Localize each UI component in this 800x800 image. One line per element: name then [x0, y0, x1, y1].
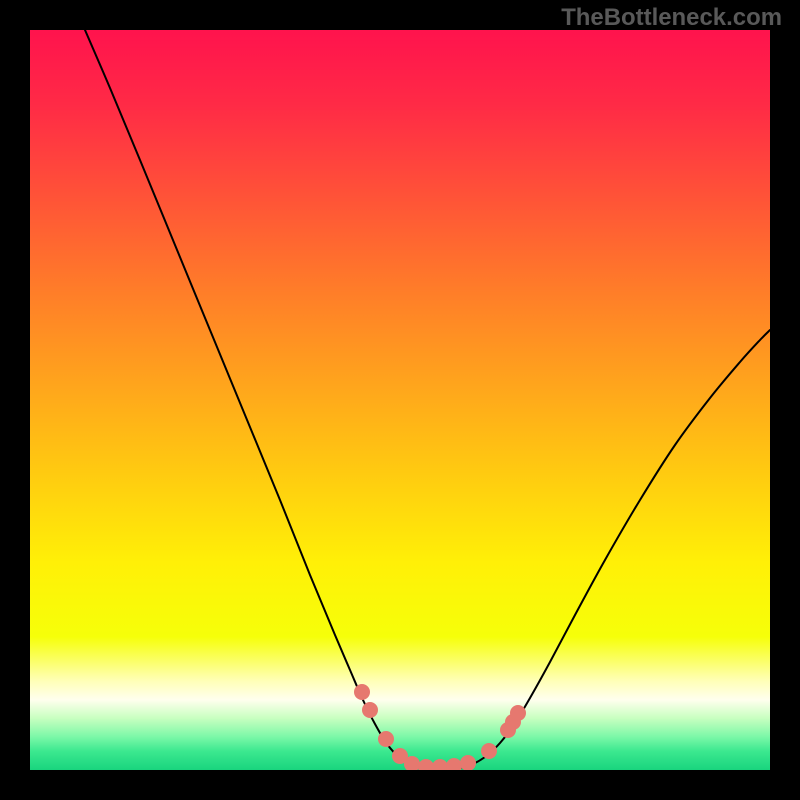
plot-area — [30, 30, 770, 770]
chart-frame: TheBottleneck.com — [0, 0, 800, 800]
watermark-text: TheBottleneck.com — [561, 4, 782, 32]
bottleneck-curve — [30, 30, 770, 770]
